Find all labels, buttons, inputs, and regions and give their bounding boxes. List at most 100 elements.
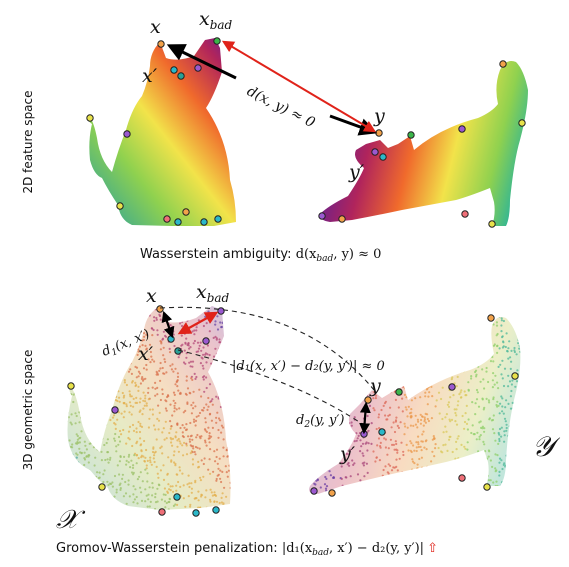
cloud-dot bbox=[304, 487, 306, 489]
cloud-dot bbox=[430, 360, 433, 364]
cloud-dot bbox=[504, 345, 507, 349]
cloud-dot bbox=[390, 426, 393, 429]
cloud-dot bbox=[413, 462, 416, 465]
cloud-dot bbox=[142, 332, 146, 335]
cloud-dot bbox=[396, 424, 399, 427]
cloud-dot bbox=[467, 389, 470, 392]
cloud-dot bbox=[79, 385, 82, 388]
cloud-dot bbox=[73, 484, 76, 488]
cloud-dot bbox=[171, 313, 174, 316]
cloud-dot bbox=[445, 463, 448, 466]
cloud-dot bbox=[505, 454, 508, 457]
cloud-dot bbox=[77, 369, 80, 372]
cloud-dot bbox=[386, 386, 389, 389]
cloud-dot bbox=[501, 346, 504, 349]
label-x-bottom: x bbox=[146, 285, 157, 307]
cloud-dot bbox=[455, 448, 458, 451]
cloud-dot bbox=[347, 336, 350, 340]
cloud-dot bbox=[229, 393, 231, 396]
cloud-dot bbox=[345, 332, 348, 336]
cloud-dot bbox=[163, 372, 166, 375]
cloud-dot bbox=[497, 365, 500, 368]
cloud-dot bbox=[70, 333, 73, 336]
cloud-dot bbox=[141, 413, 144, 416]
cloud-dot bbox=[96, 340, 99, 343]
cloud-dot bbox=[315, 399, 318, 402]
cloud-dot bbox=[221, 398, 224, 401]
cloud-dot bbox=[326, 353, 329, 356]
cloud-dot bbox=[214, 323, 217, 326]
cloud-dot bbox=[95, 354, 98, 357]
points-2d bbox=[86, 37, 526, 228]
cloud-dot bbox=[431, 395, 434, 398]
cloud-dot bbox=[204, 417, 207, 420]
cloud-dot bbox=[231, 408, 233, 410]
cloud-dot bbox=[72, 302, 74, 304]
cloud-dot bbox=[474, 413, 477, 416]
cloud-dot bbox=[84, 472, 87, 475]
cloud-dot bbox=[197, 460, 200, 463]
cloud-dot bbox=[135, 462, 138, 465]
cloud-dot bbox=[448, 374, 451, 377]
cloud-dot bbox=[523, 477, 525, 479]
cloud-dot bbox=[116, 464, 119, 467]
cloud-dot bbox=[409, 449, 412, 452]
cloud-dot bbox=[228, 464, 231, 467]
cloud-dot bbox=[439, 489, 443, 492]
cloud-dot bbox=[215, 477, 218, 481]
cat-sitting-2d bbox=[87, 38, 236, 226]
cloud-dot bbox=[417, 445, 420, 449]
cloud-dot bbox=[319, 317, 322, 318]
cloud-dot bbox=[405, 370, 408, 373]
cloud-dot bbox=[510, 360, 513, 363]
cloud-dot bbox=[112, 376, 116, 379]
cloud-dot bbox=[403, 364, 406, 367]
cloud-dot bbox=[88, 306, 92, 307]
cloud-dot bbox=[364, 332, 367, 335]
cloud-dot bbox=[212, 470, 215, 473]
cloud-dot bbox=[346, 410, 350, 413]
cloud-dot bbox=[479, 434, 482, 437]
cloud-dot bbox=[355, 376, 358, 379]
cloud-dot bbox=[84, 385, 87, 388]
cloud-dot bbox=[189, 452, 192, 455]
cloud-dot bbox=[358, 390, 361, 393]
cloud-dot bbox=[217, 417, 221, 420]
cloud-dot bbox=[327, 376, 330, 379]
cloud-dot bbox=[497, 387, 500, 390]
cloud-dot bbox=[132, 397, 135, 400]
cloud-dot bbox=[409, 416, 413, 419]
cloud-dot bbox=[323, 457, 326, 460]
cloud-dot bbox=[66, 301, 68, 303]
cloud-dot bbox=[470, 431, 473, 435]
cloud-dot bbox=[511, 401, 514, 404]
cloud-dot bbox=[130, 324, 133, 327]
cloud-dot bbox=[423, 359, 426, 363]
cloud-dot bbox=[223, 349, 226, 352]
cloud-dot bbox=[410, 408, 413, 411]
cloud-dot bbox=[86, 347, 90, 350]
cloud-dot bbox=[112, 510, 114, 512]
cloud-dot bbox=[67, 311, 70, 314]
cloud-dot bbox=[135, 431, 138, 434]
cloud-dot bbox=[466, 462, 469, 466]
cloud-dot bbox=[323, 483, 327, 486]
cloud-dot bbox=[100, 500, 103, 503]
cloud-dot bbox=[96, 319, 100, 323]
cloud-dot bbox=[359, 328, 362, 331]
cloud-dot bbox=[379, 441, 382, 444]
cloud-dot bbox=[100, 450, 103, 453]
cloud-dot bbox=[368, 404, 372, 407]
cloud-dot bbox=[221, 470, 224, 473]
cloud-dot bbox=[461, 348, 464, 351]
cloud-dot bbox=[485, 370, 488, 373]
cloud-dot bbox=[172, 399, 175, 402]
cloud-dot bbox=[516, 419, 519, 422]
cloud-dot bbox=[508, 438, 511, 441]
cloud-dot bbox=[428, 482, 431, 485]
cloud-dot bbox=[523, 374, 525, 376]
cloud-dot bbox=[142, 407, 145, 410]
cloud-dot bbox=[508, 485, 512, 488]
label-y-top: y bbox=[373, 105, 385, 127]
cloud-dot bbox=[171, 363, 174, 366]
